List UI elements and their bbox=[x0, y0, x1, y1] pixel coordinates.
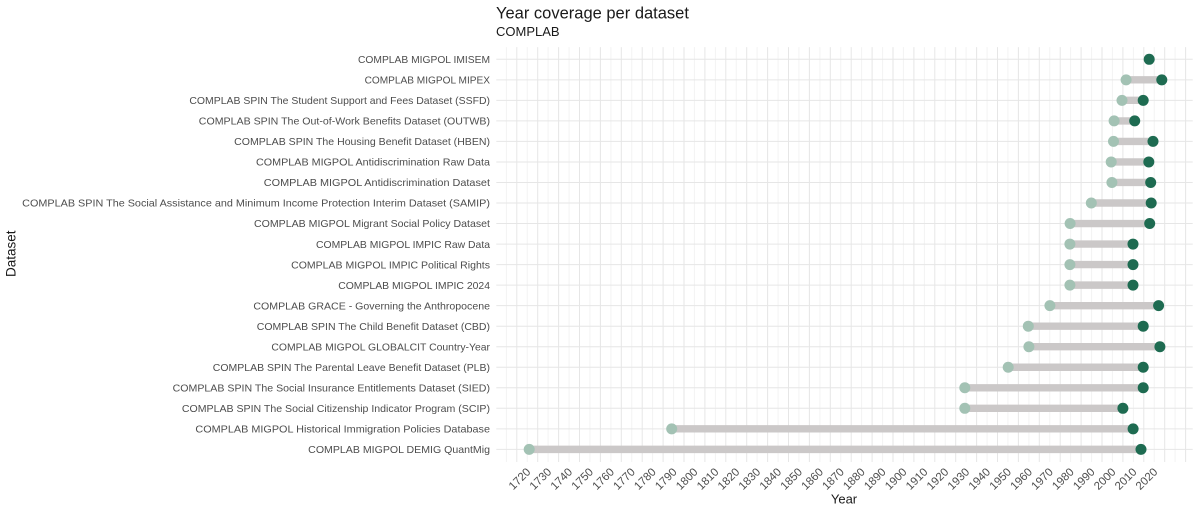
svg-text:COMPLAB MIGPOL IMPIC 2024: COMPLAB MIGPOL IMPIC 2024 bbox=[338, 280, 490, 292]
svg-text:COMPLAB MIGPOL Historical Immi: COMPLAB MIGPOL Historical Immigration Po… bbox=[195, 424, 490, 436]
svg-text:COMPLAB SPIN The Housing Benef: COMPLAB SPIN The Housing Benefit Dataset… bbox=[234, 136, 490, 148]
svg-text:COMPLAB MIGPOL IMISEM: COMPLAB MIGPOL IMISEM bbox=[358, 54, 490, 66]
svg-text:COMPLAB SPIN The Student Suppo: COMPLAB SPIN The Student Support and Fee… bbox=[189, 95, 490, 107]
svg-text:Year: Year bbox=[831, 492, 858, 507]
svg-text:COMPLAB MIGPOL Migrant Social: COMPLAB MIGPOL Migrant Social Policy Dat… bbox=[254, 218, 490, 230]
svg-text:COMPLAB SPIN The Social Insura: COMPLAB SPIN The Social Insurance Entitl… bbox=[173, 382, 490, 394]
svg-text:Year coverage per dataset: Year coverage per dataset bbox=[496, 4, 689, 22]
svg-text:COMPLAB MIGPOL GLOBALCIT Count: COMPLAB MIGPOL GLOBALCIT Country-Year bbox=[271, 341, 490, 353]
svg-text:Dataset: Dataset bbox=[4, 230, 19, 277]
svg-text:COMPLAB MIGPOL IMPIC Political: COMPLAB MIGPOL IMPIC Political Rights bbox=[291, 259, 490, 271]
svg-text:COMPLAB MIGPOL MIPEX: COMPLAB MIGPOL MIPEX bbox=[365, 75, 490, 87]
svg-text:COMPLAB SPIN The Social Citize: COMPLAB SPIN The Social Citizenship Indi… bbox=[182, 403, 490, 415]
svg-text:COMPLAB SPIN The Out-of-Work B: COMPLAB SPIN The Out-of-Work Benefits Da… bbox=[199, 116, 490, 128]
svg-text:COMPLAB SPIN The Child Benefit: COMPLAB SPIN The Child Benefit Dataset (… bbox=[257, 321, 490, 333]
svg-text:COMPLAB GRACE - Governing the: COMPLAB GRACE - Governing the Anthropoce… bbox=[253, 300, 490, 312]
svg-text:COMPLAB MIGPOL DEMIG QuantMig: COMPLAB MIGPOL DEMIG QuantMig bbox=[308, 444, 490, 456]
svg-text:COMPLAB MIGPOL Antidiscriminat: COMPLAB MIGPOL Antidiscrimination Raw Da… bbox=[256, 157, 490, 169]
svg-text:COMPLAB SPIN The Social Assist: COMPLAB SPIN The Social Assistance and M… bbox=[22, 198, 490, 210]
svg-text:COMPLAB: COMPLAB bbox=[496, 24, 560, 39]
svg-text:COMPLAB MIGPOL Antidiscriminat: COMPLAB MIGPOL Antidiscrimination Datase… bbox=[264, 177, 490, 189]
svg-text:COMPLAB SPIN The Parental Leav: COMPLAB SPIN The Parental Leave Benefit … bbox=[213, 362, 490, 374]
svg-text:COMPLAB MIGPOL IMPIC Raw Data: COMPLAB MIGPOL IMPIC Raw Data bbox=[316, 239, 490, 251]
